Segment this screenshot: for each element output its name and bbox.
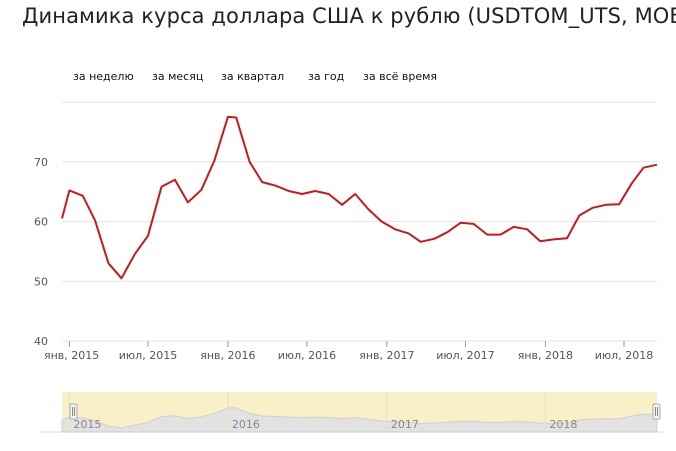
series-layer (61, 115, 658, 280)
tab-month[interactable]: за месяц (152, 70, 204, 83)
tab-quarter[interactable]: за квартал (221, 70, 285, 83)
navigator-left-handle[interactable] (69, 403, 78, 420)
tab-all-time[interactable]: за всё время (363, 70, 438, 83)
navigator-area (61, 407, 658, 433)
x-tick-label: янв, 2016 (200, 349, 255, 362)
x-tick-label: июл, 2018 (595, 349, 653, 362)
grid-lines (62, 101, 657, 342)
range-navigator[interactable]: 2015 2016 2017 2018 (40, 392, 665, 433)
chart-title: Динамика курса доллара США к рублю (USDT… (22, 4, 676, 28)
tab-year[interactable]: за год (308, 70, 345, 83)
y-tick-label: 40 (34, 335, 48, 348)
x-tick-label: июл, 2015 (119, 349, 177, 362)
x-tick-label: июл, 2017 (436, 349, 494, 362)
tab-week[interactable]: за неделю (73, 70, 134, 83)
x-tick-label: янв, 2015 (44, 349, 99, 362)
navigator-year-label: 2016 (232, 418, 260, 431)
y-tick-label: 70 (34, 156, 48, 169)
x-tick-label: июл, 2016 (278, 349, 336, 362)
x-tick-label: янв, 2018 (518, 349, 573, 362)
y-tick-label: 50 (34, 275, 48, 288)
navigator-year-label: 2018 (549, 418, 577, 431)
navigator-year-label: 2017 (391, 418, 419, 431)
y-tick-label: 60 (34, 216, 48, 229)
x-axis-ticks: янв, 2015 июл, 2015 янв, 2016 июл, 2016 янв,… (44, 341, 653, 362)
period-tabs: за неделю за месяц за квартал за год за … (0, 70, 676, 86)
navigator-year-label: 2015 (73, 418, 101, 431)
x-tick-label: янв, 2017 (359, 349, 414, 362)
y-axis-ticks: 40 50 60 70 (34, 156, 48, 348)
navigator-right-handle[interactable] (652, 403, 661, 420)
series-line (61, 115, 658, 280)
